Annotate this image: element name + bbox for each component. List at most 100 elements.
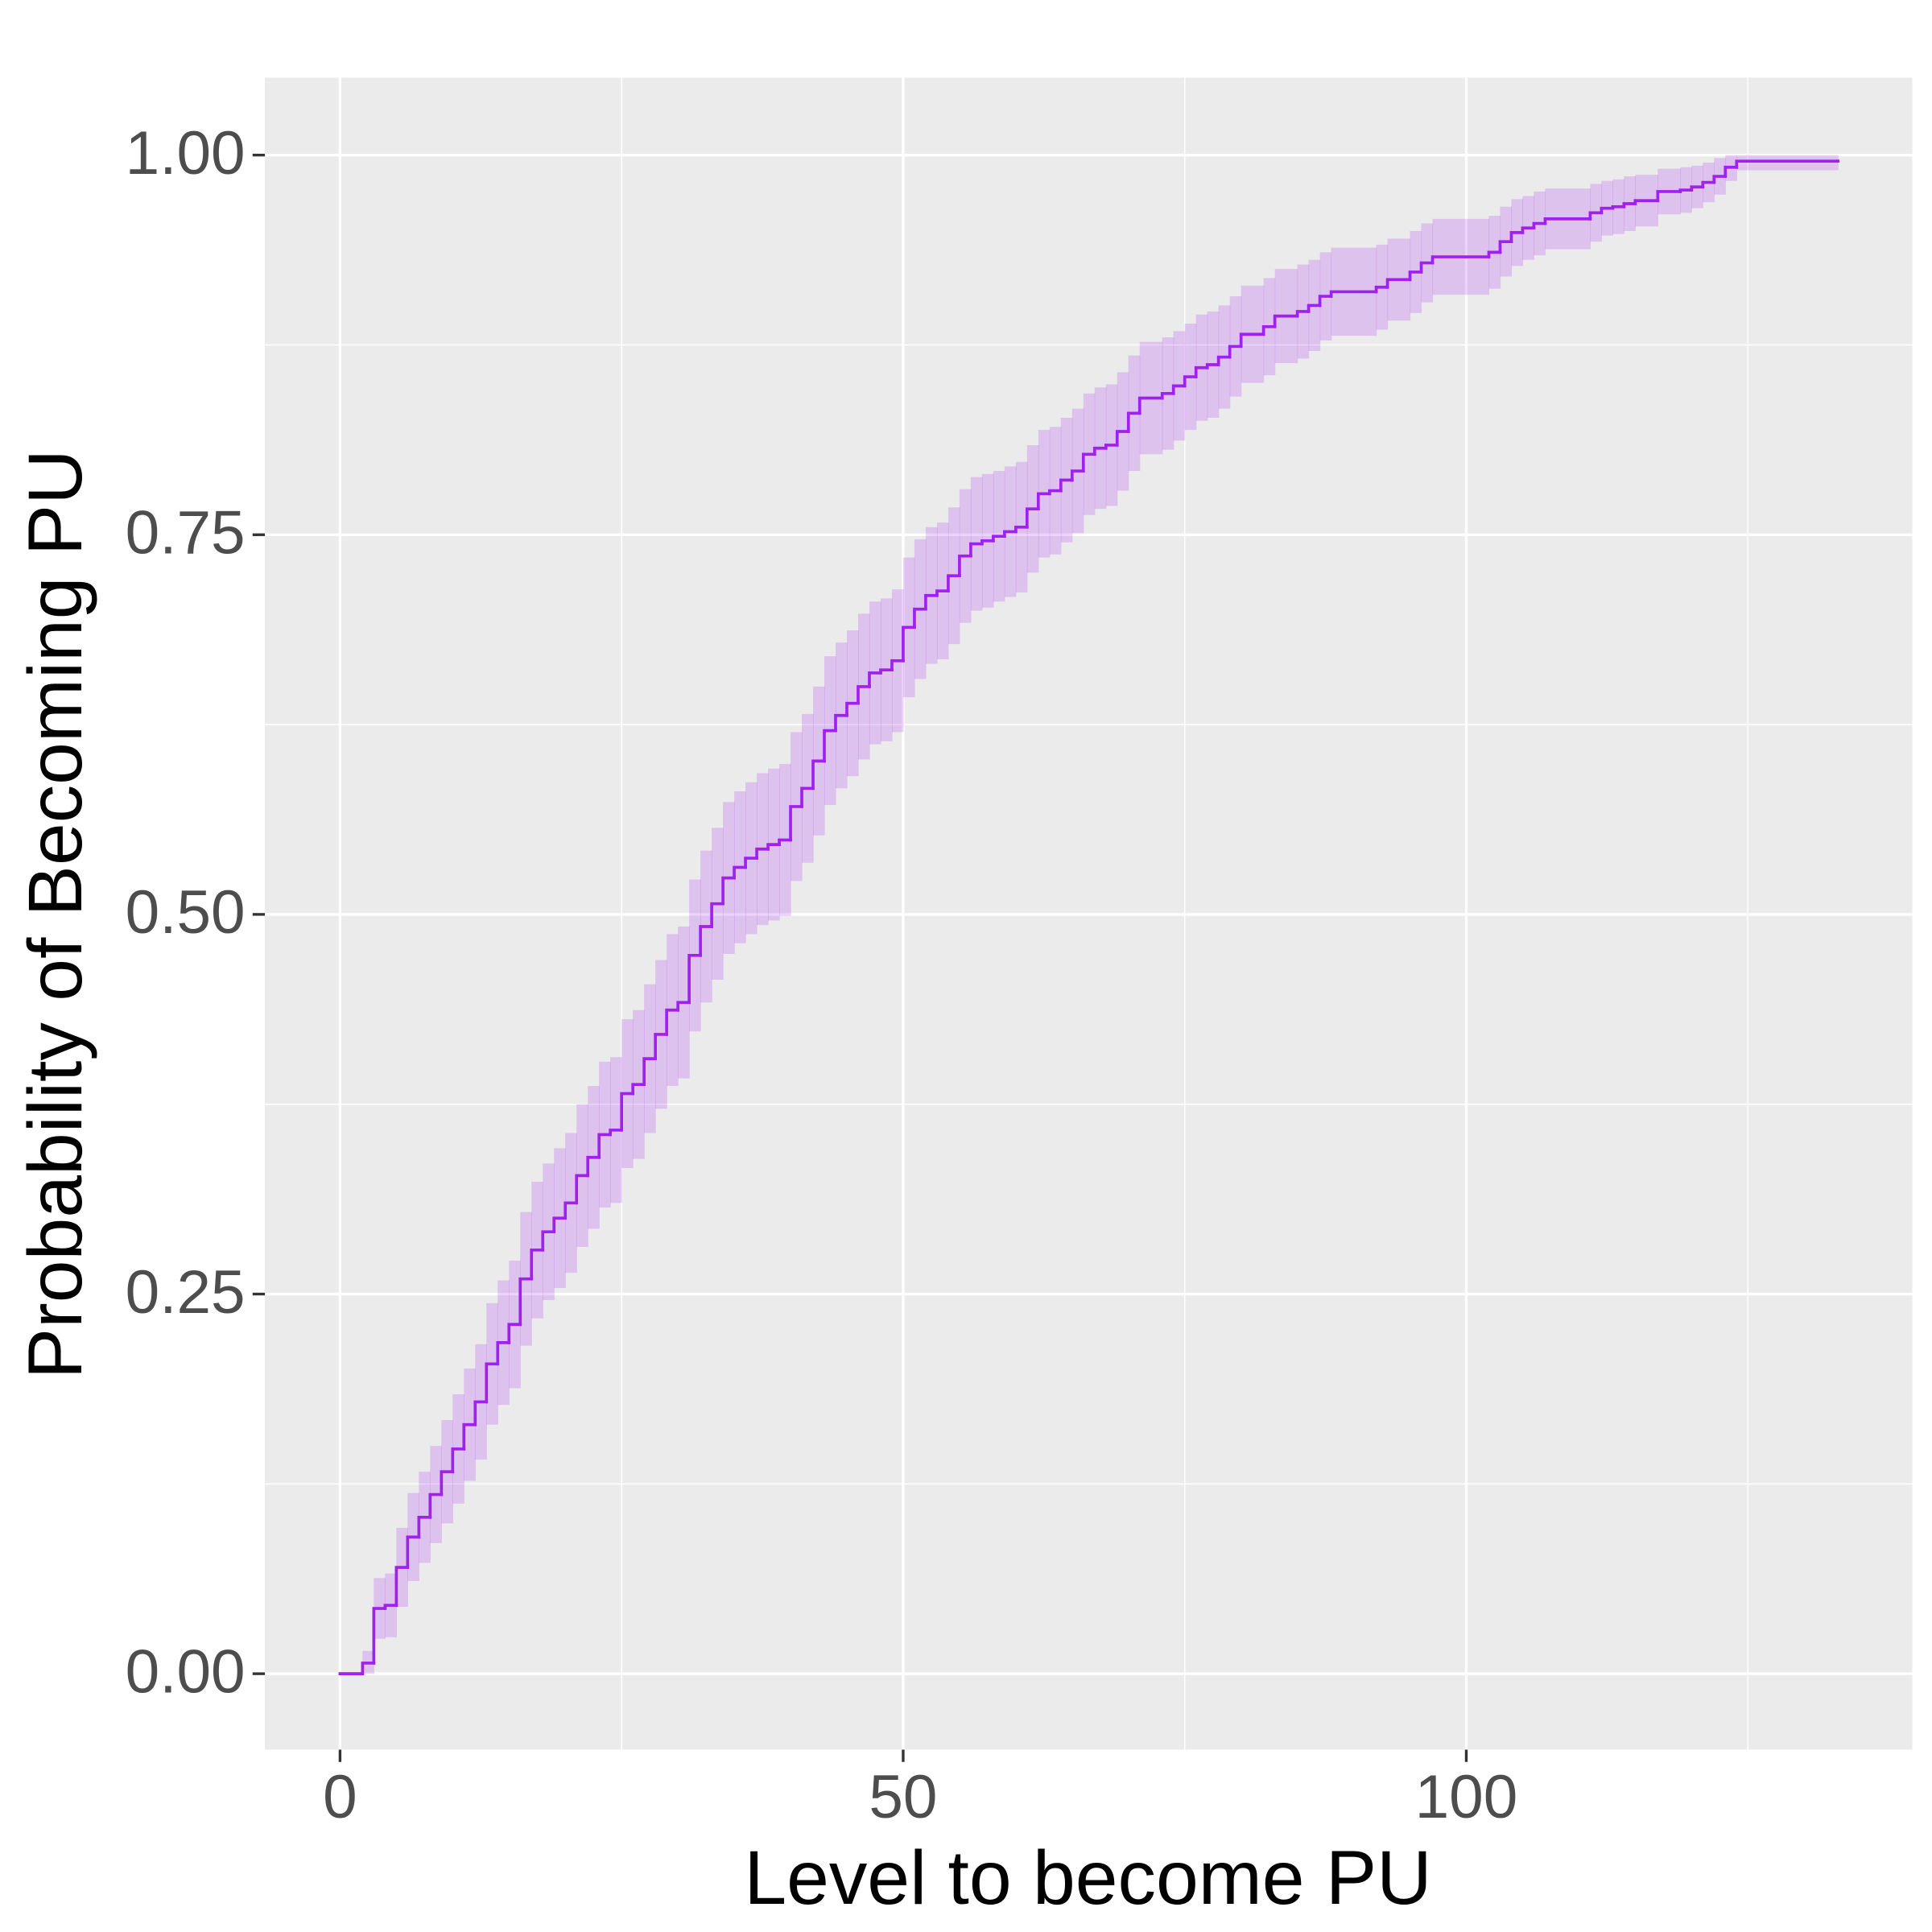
step-line xyxy=(530,1248,545,1281)
step-line xyxy=(507,1323,522,1344)
step-line xyxy=(1690,185,1705,192)
step-line xyxy=(473,1400,489,1426)
confidence-band xyxy=(1736,155,1839,171)
step-line xyxy=(1183,375,1198,388)
step-line xyxy=(1092,446,1108,456)
step-line xyxy=(834,713,848,733)
step-line xyxy=(485,1362,500,1404)
step-line xyxy=(1656,190,1682,203)
step-line xyxy=(733,865,747,880)
step-line xyxy=(1543,217,1592,225)
step-line xyxy=(564,1201,579,1220)
y-axis-title: Probability of Becoming PU xyxy=(13,449,98,1379)
step-line xyxy=(1408,270,1423,282)
step-line xyxy=(1498,240,1513,254)
step-line xyxy=(721,876,736,906)
step-line xyxy=(744,857,758,869)
step-line xyxy=(417,1516,432,1539)
step-line xyxy=(1307,303,1322,313)
step-line xyxy=(1724,165,1739,178)
step-line xyxy=(1678,188,1694,193)
step-line xyxy=(620,1092,634,1132)
step-line xyxy=(642,1057,657,1087)
step-line xyxy=(778,838,792,846)
step-line xyxy=(992,535,1006,543)
step-line xyxy=(1047,489,1063,496)
step-line xyxy=(1194,365,1209,378)
step-line xyxy=(811,759,826,791)
x-tick-label: 100 xyxy=(1415,1763,1518,1831)
step-line xyxy=(518,1277,534,1327)
step-line xyxy=(1521,226,1536,234)
step-line xyxy=(980,539,995,546)
step-line xyxy=(879,668,894,675)
step-line xyxy=(1622,202,1637,208)
step-line xyxy=(586,1155,601,1178)
step-line xyxy=(823,729,837,763)
step-line xyxy=(609,1128,624,1137)
step-line xyxy=(361,1662,376,1675)
step-line xyxy=(924,593,939,611)
step-line xyxy=(440,1470,455,1496)
step-line xyxy=(1070,469,1085,482)
step-line xyxy=(665,1008,679,1036)
step-line xyxy=(1487,250,1502,258)
step-line xyxy=(383,1604,398,1610)
step-line xyxy=(552,1216,568,1234)
y-tick-label: 0.50 xyxy=(126,878,246,947)
step-line xyxy=(654,1033,668,1060)
step-line xyxy=(1509,231,1525,244)
step-line xyxy=(947,574,961,592)
step-line xyxy=(1137,396,1164,415)
y-tick-label: 0.75 xyxy=(126,499,246,568)
step-line xyxy=(969,542,984,558)
step-line xyxy=(575,1174,590,1205)
step-line xyxy=(857,685,871,705)
step-line xyxy=(1329,290,1378,298)
step-line xyxy=(1611,204,1626,210)
step-line xyxy=(1228,345,1243,359)
step-line xyxy=(1374,285,1389,294)
step-line xyxy=(1385,278,1412,289)
y-tick-label: 0.25 xyxy=(126,1258,246,1327)
y-tick-label: 0.00 xyxy=(126,1637,246,1706)
step-line xyxy=(766,843,781,851)
step-line xyxy=(755,847,770,860)
step-line xyxy=(1036,492,1051,511)
step-line xyxy=(1205,363,1220,369)
step-line xyxy=(1126,411,1141,433)
step-line xyxy=(1003,530,1018,538)
step-line xyxy=(845,701,860,717)
step-line xyxy=(935,589,950,597)
step-line xyxy=(372,1607,387,1665)
y-tick-label: 1.00 xyxy=(126,119,246,188)
step-line xyxy=(1701,180,1716,189)
step-line xyxy=(631,1083,646,1096)
step-line xyxy=(913,607,927,630)
step-line xyxy=(789,805,803,842)
step-line xyxy=(890,659,905,672)
step-line xyxy=(1430,255,1491,265)
step-line xyxy=(1160,391,1175,400)
step-line xyxy=(1712,175,1728,184)
x-tick-label: 50 xyxy=(869,1763,937,1831)
step-line xyxy=(1239,332,1265,349)
step-line xyxy=(1059,478,1074,493)
step-line xyxy=(1588,211,1604,221)
step-line xyxy=(1532,221,1547,230)
step-line xyxy=(1104,444,1119,450)
step-line xyxy=(1318,295,1333,308)
x-axis-title: Level to become PU xyxy=(744,1835,1431,1921)
step-line xyxy=(710,902,724,928)
step-line xyxy=(462,1422,477,1451)
step-line xyxy=(1025,507,1040,529)
step-line xyxy=(1171,384,1187,395)
step-line xyxy=(1216,355,1232,366)
step-line xyxy=(687,953,702,1005)
step-line xyxy=(1419,261,1435,274)
step-line xyxy=(1600,206,1615,215)
step-line xyxy=(1261,324,1277,336)
step-line xyxy=(1295,310,1311,318)
step-line xyxy=(451,1447,466,1474)
